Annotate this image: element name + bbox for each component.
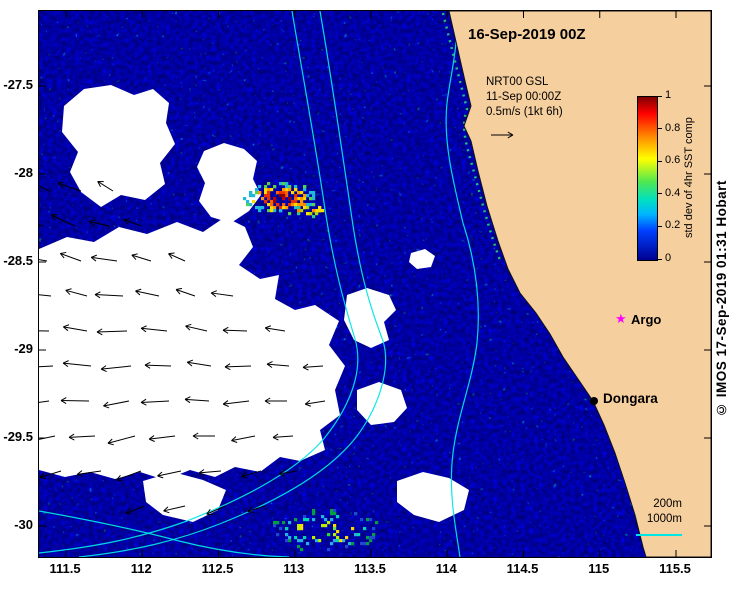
- annotation-line-scale: 0.5m/s (1kt 6h): [486, 106, 563, 118]
- argo-star-icon: ★: [615, 311, 627, 326]
- map-plot-area: 16-Sep-2019 00Z NRT00 GSL 11-Sep 00:00Z …: [38, 10, 712, 558]
- current-vector-arrows: [39, 131, 514, 516]
- colorbar-tick-label: 0.8: [665, 121, 681, 134]
- y-axis-tick-label: -28.5: [3, 253, 33, 268]
- x-axis-tick-label: 113: [283, 561, 305, 576]
- legend-contour-line: [636, 534, 682, 536]
- x-axis-tick-label: 112.5: [201, 561, 234, 576]
- x-axis-tick-label: 115.5: [659, 561, 691, 576]
- annotation-line-model: NRT00 GSL: [486, 76, 549, 88]
- annotation-line-date: 11-Sep 00:00Z: [486, 91, 562, 103]
- colorbar-tick-label: 0.2: [665, 219, 681, 232]
- figure-title: 16-Sep-2019 00Z: [468, 26, 586, 43]
- x-axis-tick-label: 112: [130, 561, 152, 576]
- legend-200m: 200m: [653, 498, 682, 510]
- x-axis-tick-label: 114.5: [506, 561, 539, 576]
- bathymetry-contours: [39, 11, 503, 557]
- colorbar-tick-label: 0.4: [665, 186, 681, 199]
- colorbar-tick-label: 0: [665, 252, 672, 264]
- y-axis-tick-label: -28: [14, 165, 33, 180]
- map-canvas: [39, 11, 711, 557]
- dongara-dot-icon: [590, 397, 598, 405]
- argo-label: Argo: [631, 312, 662, 327]
- colorbar-tick: [657, 225, 662, 227]
- run-annotation: NRT00 GSL 11-Sep 00:00Z 0.5m/s (1kt 6h): [486, 75, 563, 120]
- colorbar-tick-label: 0.6: [665, 154, 681, 167]
- copyright-text: © IMOS 17-Sep-2019 01:31 Hobart: [714, 180, 729, 417]
- cloud-mask-regions: [39, 85, 469, 522]
- colorbar-tick-label: 1: [665, 89, 672, 101]
- y-axis-tick-label: -29.5: [3, 429, 33, 444]
- colorbar-tick: [657, 193, 662, 195]
- x-axis-tick-label: 113.5: [354, 561, 386, 576]
- y-axis-tick-label: -29: [14, 341, 33, 356]
- y-axis-tick-label: -27.5: [3, 77, 33, 92]
- colorbar-tick: [657, 160, 662, 162]
- sst-stddev-hotspots: [243, 182, 379, 552]
- x-axis-tick-label: 111.5: [49, 561, 81, 576]
- axis-tick-marks: [39, 11, 711, 557]
- dongara-label: Dongara: [603, 391, 658, 406]
- colorbar-tick: [657, 128, 662, 130]
- y-axis-tick-label: -30: [14, 517, 33, 532]
- x-axis-tick-label: 114: [435, 561, 457, 576]
- colorbar: [637, 96, 658, 261]
- depth-contour-legend: 200m 1000m: [609, 497, 682, 527]
- colorbar-label: std dev of 4hr SST comp: [683, 117, 695, 238]
- colorbar-tick: [657, 95, 662, 97]
- x-axis-tick-label: 115: [588, 561, 610, 576]
- colorbar-tick: [657, 258, 662, 260]
- legend-1000m: 1000m: [646, 513, 682, 525]
